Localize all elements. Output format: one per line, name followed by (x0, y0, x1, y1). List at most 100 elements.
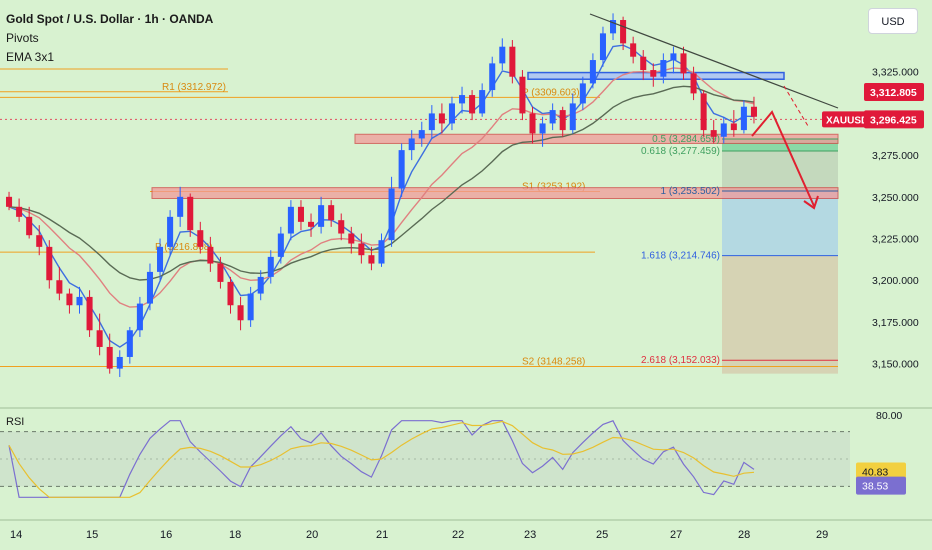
candle-body (549, 110, 556, 124)
rsi-ma-line (8, 420, 755, 498)
candle-body (237, 305, 244, 321)
candle (297, 200, 304, 231)
candle-body (36, 235, 43, 247)
candle-body (16, 206, 23, 217)
candle-body (740, 106, 747, 131)
candle (720, 116, 727, 144)
candle-body (207, 246, 214, 264)
rsi-axis-label: 80.00 (876, 410, 902, 422)
candle (589, 53, 596, 89)
candle-body (579, 83, 586, 104)
rsi-tag-bg (856, 476, 906, 495)
candle-body (750, 106, 757, 117)
time-tick-label: 23 (524, 529, 536, 541)
candle-body (378, 240, 385, 264)
candle-body (469, 95, 476, 114)
candle-body (247, 293, 254, 321)
candle (740, 100, 747, 134)
candle (599, 26, 606, 67)
candle-body (338, 220, 345, 234)
candle (418, 121, 425, 147)
candle (177, 186, 184, 227)
candle-body (287, 206, 294, 234)
candle-body (448, 103, 455, 124)
candle-body (620, 20, 627, 44)
time-tick-label: 28 (738, 529, 750, 541)
price-tag-label: 3,296.425 (870, 114, 917, 126)
candle (660, 53, 667, 84)
candle-body (388, 188, 395, 241)
candle-body (438, 113, 445, 124)
candle (549, 103, 556, 131)
candle (690, 66, 697, 101)
candle (247, 286, 254, 327)
currency-button[interactable]: USD (868, 8, 918, 34)
price-tick-label: 3,150.000 (872, 359, 919, 371)
time-tick-label: 27 (670, 529, 682, 541)
candle (358, 233, 365, 264)
projection-arrow (751, 110, 815, 207)
candle-body (56, 280, 63, 294)
candle (237, 296, 244, 331)
candle (348, 226, 355, 254)
candle-body (177, 196, 184, 217)
candle (136, 296, 143, 337)
ema-indicator-label[interactable]: EMA 3x1 (6, 50, 55, 64)
candle (368, 246, 375, 271)
time-tick-label: 25 (596, 529, 608, 541)
candle-body (76, 296, 83, 306)
candle-body (479, 90, 486, 114)
candle-body (418, 130, 425, 139)
candle-body (227, 281, 234, 306)
candle-body (267, 256, 274, 277)
candle (730, 110, 737, 137)
projection-arrowhead (803, 195, 819, 210)
candle (428, 105, 435, 139)
candle-body (690, 73, 697, 94)
candle-body (46, 246, 53, 281)
target-zone-blue (722, 190, 838, 256)
candle (277, 226, 284, 264)
candle (217, 256, 224, 289)
candle-body (146, 271, 153, 304)
candle (610, 13, 617, 41)
candle (36, 225, 43, 256)
candle (197, 221, 204, 254)
descending-trendline (589, 13, 839, 109)
candle (46, 240, 53, 289)
candle (630, 36, 637, 64)
candle (267, 250, 274, 284)
time-tick-label: 15 (86, 529, 98, 541)
pivots-indicator-label[interactable]: Pivots (6, 31, 39, 45)
candle-body (660, 60, 667, 77)
candle (146, 263, 153, 311)
candle (338, 213, 345, 241)
candle-body (6, 196, 13, 207)
candle (257, 270, 264, 301)
price-tick-label: 3,225.000 (872, 234, 919, 246)
candle (318, 196, 325, 234)
candle (539, 116, 546, 147)
candle-body (167, 216, 174, 247)
price-tick-label: 3,200.000 (872, 275, 919, 287)
candle-body (509, 46, 516, 77)
pivot-label: S1 (3253.192) (522, 182, 585, 193)
time-tick-label: 20 (306, 529, 318, 541)
candle (106, 333, 113, 374)
candle (287, 200, 294, 241)
candle (398, 143, 405, 197)
candle (86, 290, 93, 337)
candle-body (670, 53, 677, 61)
candle-body (569, 103, 576, 131)
rsi-value-label: 38.53 (862, 481, 888, 493)
candle (66, 288, 73, 314)
candle-body (499, 46, 506, 64)
candle (448, 96, 455, 131)
candle-body (720, 123, 727, 137)
candle-body (116, 356, 123, 369)
candle-body (428, 113, 435, 131)
candle (680, 46, 687, 81)
candle-body (187, 196, 194, 231)
